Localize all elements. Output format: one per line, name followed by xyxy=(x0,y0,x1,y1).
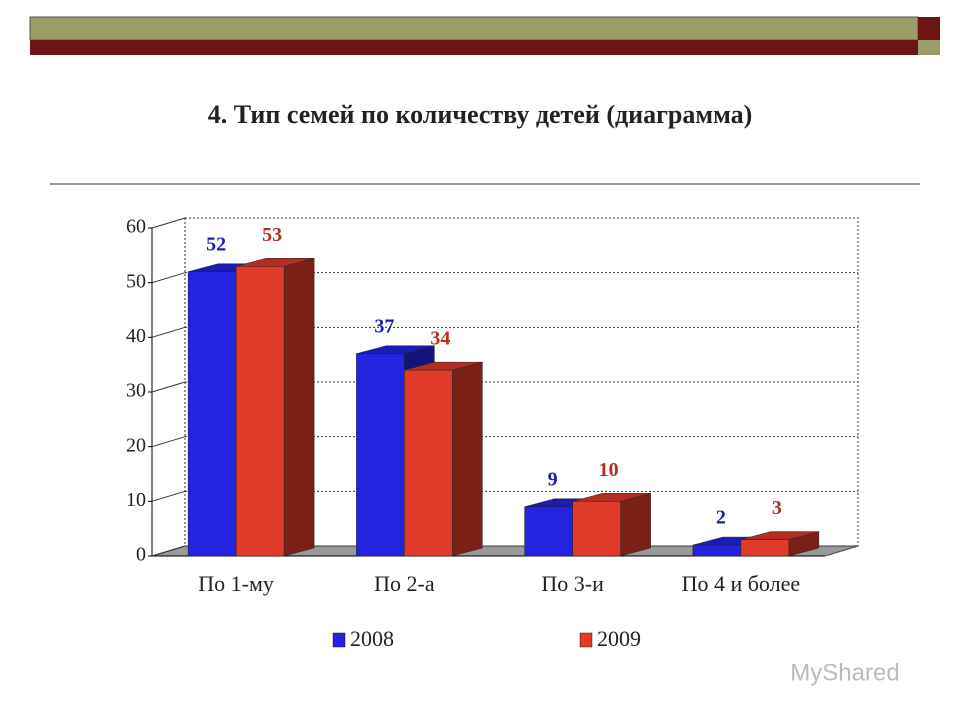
grid-diagonal xyxy=(151,381,186,393)
bar xyxy=(572,501,621,557)
x-tick-label: По 2-а xyxy=(374,571,435,596)
bar xyxy=(692,544,742,557)
legend-swatch xyxy=(332,632,346,648)
grid-diagonal xyxy=(151,490,186,502)
y-tick-label: 20 xyxy=(126,434,146,456)
bar-side xyxy=(620,493,651,557)
bar xyxy=(356,353,405,557)
x-tick-label: По 4 и более xyxy=(682,571,801,596)
y-tick-label: 0 xyxy=(136,544,146,566)
grid-diagonal xyxy=(151,326,186,338)
banner-bottom xyxy=(30,40,940,55)
y-tick-label: 40 xyxy=(126,325,146,347)
legend-label: 2008 xyxy=(350,626,394,651)
value-label: 37 xyxy=(374,315,394,337)
y-tick-label: 30 xyxy=(126,380,146,402)
watermark: MyShared xyxy=(790,659,899,686)
y-tick-label: 10 xyxy=(126,489,146,511)
grid-diagonal xyxy=(151,217,186,229)
legend-label: 2009 xyxy=(597,626,641,651)
bar-side xyxy=(283,257,315,557)
grid-diagonal xyxy=(151,436,186,448)
grid-diagonal xyxy=(151,272,186,284)
value-label: 3 xyxy=(772,497,782,519)
y-tick-label: 50 xyxy=(126,270,146,292)
bar xyxy=(235,266,285,557)
value-label: 9 xyxy=(548,468,558,490)
value-label: 52 xyxy=(206,233,226,255)
banner-square xyxy=(918,17,940,40)
banner-top xyxy=(29,16,919,41)
chart-title: 4. Тип семей по количеству детей (диагра… xyxy=(208,100,753,129)
grid-diagonal xyxy=(151,545,186,557)
x-tick-label: По 3-и xyxy=(541,571,604,596)
value-label: 53 xyxy=(262,224,282,246)
value-label: 10 xyxy=(599,459,619,481)
bar-side xyxy=(452,361,483,557)
value-label: 2 xyxy=(716,507,726,529)
banner-square xyxy=(918,40,940,55)
bar xyxy=(404,369,453,557)
x-tick-label: По 1-му xyxy=(198,571,274,596)
y-tick-label: 60 xyxy=(126,216,146,238)
bar xyxy=(740,539,790,557)
value-label: 34 xyxy=(430,328,450,350)
bar xyxy=(524,506,573,557)
legend-swatch xyxy=(579,632,593,648)
bar xyxy=(187,271,237,557)
